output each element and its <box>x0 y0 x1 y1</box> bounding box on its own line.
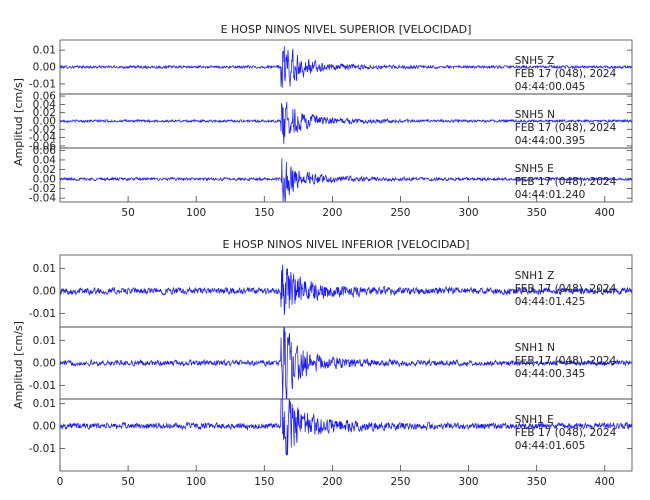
time-label: 04:44:01.605 <box>515 440 586 452</box>
y-tick-label: 0.00 <box>33 174 56 186</box>
date-label: FEB 17 (048), 2024 <box>515 122 617 134</box>
date-label: FEB 17 (048), 2024 <box>515 176 617 188</box>
seismic-trace <box>59 101 633 145</box>
y-tick-label: -0.01 <box>29 380 56 392</box>
x-tick-label: 350 <box>527 476 547 488</box>
x-tick-label: 50 <box>121 207 134 219</box>
date-label: FEB 17 (048), 2024 <box>515 355 617 367</box>
trace-panel: -0.06-0.04-0.020.000.020.040.06 SNH5 NFEB… <box>29 91 633 152</box>
x-tick-label: 100 <box>186 476 206 488</box>
y-tick-label: 0.00 <box>33 286 56 298</box>
seismic-trace <box>59 326 633 400</box>
y-tick-label: 0.02 <box>33 107 56 119</box>
panel-frame <box>59 398 633 472</box>
station-label: SNH5 N <box>515 109 555 121</box>
chart-title: E HOSP NINOS NIVEL SUPERIOR [VELOCIDAD] <box>221 23 472 36</box>
x-tick-label: 0 <box>57 476 64 488</box>
time-label: 04:44:00.045 <box>515 81 586 93</box>
x-tick-label: 300 <box>459 207 479 219</box>
x-tick-label: 50 <box>121 476 134 488</box>
x-tick-label: 350 <box>527 207 547 219</box>
y-tick-label: 0.04 <box>33 154 57 166</box>
y-tick-label: -0.01 <box>29 308 56 320</box>
station-label: SNH5 Z <box>515 55 555 67</box>
station-label: SNH1 Z <box>515 270 555 282</box>
time-label: 04:44:00.395 <box>515 135 586 147</box>
seismic-trace <box>59 264 633 316</box>
y-tick-label: -0.04 <box>29 132 56 144</box>
x-tick-label: 150 <box>254 207 274 219</box>
seismic-trace <box>59 158 633 203</box>
seismic-trace <box>59 46 633 88</box>
station-label: SNH1 E <box>515 414 554 426</box>
panel-frame <box>59 147 633 203</box>
y-tick-label: 0.01 <box>33 263 56 275</box>
y-tick-label: 0.01 <box>33 335 56 347</box>
time-label: 04:44:00.345 <box>515 368 586 380</box>
x-tick-label: 150 <box>254 476 274 488</box>
y-tick-label: 0.02 <box>33 164 56 176</box>
y-tick-label: 0.04 <box>33 99 57 111</box>
y-tick-label: 0.01 <box>33 45 56 57</box>
y-tick-label: -0.02 <box>29 183 56 195</box>
x-tick-label: 250 <box>390 476 410 488</box>
y-tick-label: -0.06 <box>29 140 56 152</box>
time-label: 04:44:01.240 <box>515 189 586 201</box>
y-tick-label: 0.00 <box>33 62 56 74</box>
y-tick-label: 0.00 <box>33 421 56 433</box>
chart-title: E HOSP NINOS NIVEL INFERIOR [VELOCIDAD] <box>223 238 470 251</box>
y-tick-label: 0.00 <box>33 116 56 128</box>
date-label: FEB 17 (048), 2024 <box>515 283 617 295</box>
station-label: SNH1 N <box>515 342 555 354</box>
chart-group-1: E HOSP NINOS NIVEL SUPERIOR [VELOCIDAD] A… <box>12 23 633 219</box>
x-tick-label: 400 <box>595 207 615 219</box>
x-tick-label: 250 <box>390 207 410 219</box>
y-tick-label: 0.06 <box>33 145 57 157</box>
x-tick-label: 200 <box>322 476 342 488</box>
y-tick-label: -0.02 <box>29 124 56 136</box>
y-tick-label: -0.01 <box>29 443 56 455</box>
station-label: SNH5 E <box>515 163 554 175</box>
time-label: 04:44:01.425 <box>515 296 586 308</box>
date-label: FEB 17 (048), 2024 <box>515 68 617 80</box>
x-tick-label: 200 <box>322 207 342 219</box>
y-tick-label: 0.01 <box>33 398 56 410</box>
y-tick-label: 0.06 <box>33 91 57 103</box>
y-tick-label: -0.04 <box>29 193 56 205</box>
y-axis-label: Amplitud [cm/s] <box>12 78 25 166</box>
y-axis-label: Amplitud [cm/s] <box>12 321 25 409</box>
y-tick-label: -0.01 <box>29 78 56 90</box>
y-tick-label: 0.00 <box>33 358 56 370</box>
x-tick-label: 400 <box>595 476 615 488</box>
chart-group-2: E HOSP NINOS NIVEL INFERIOR [VELOCIDAD] A… <box>12 238 633 488</box>
seismic-trace <box>59 398 633 456</box>
x-tick-label: 100 <box>186 207 206 219</box>
date-label: FEB 17 (048), 2024 <box>515 427 617 439</box>
x-tick-label: 300 <box>459 476 479 488</box>
